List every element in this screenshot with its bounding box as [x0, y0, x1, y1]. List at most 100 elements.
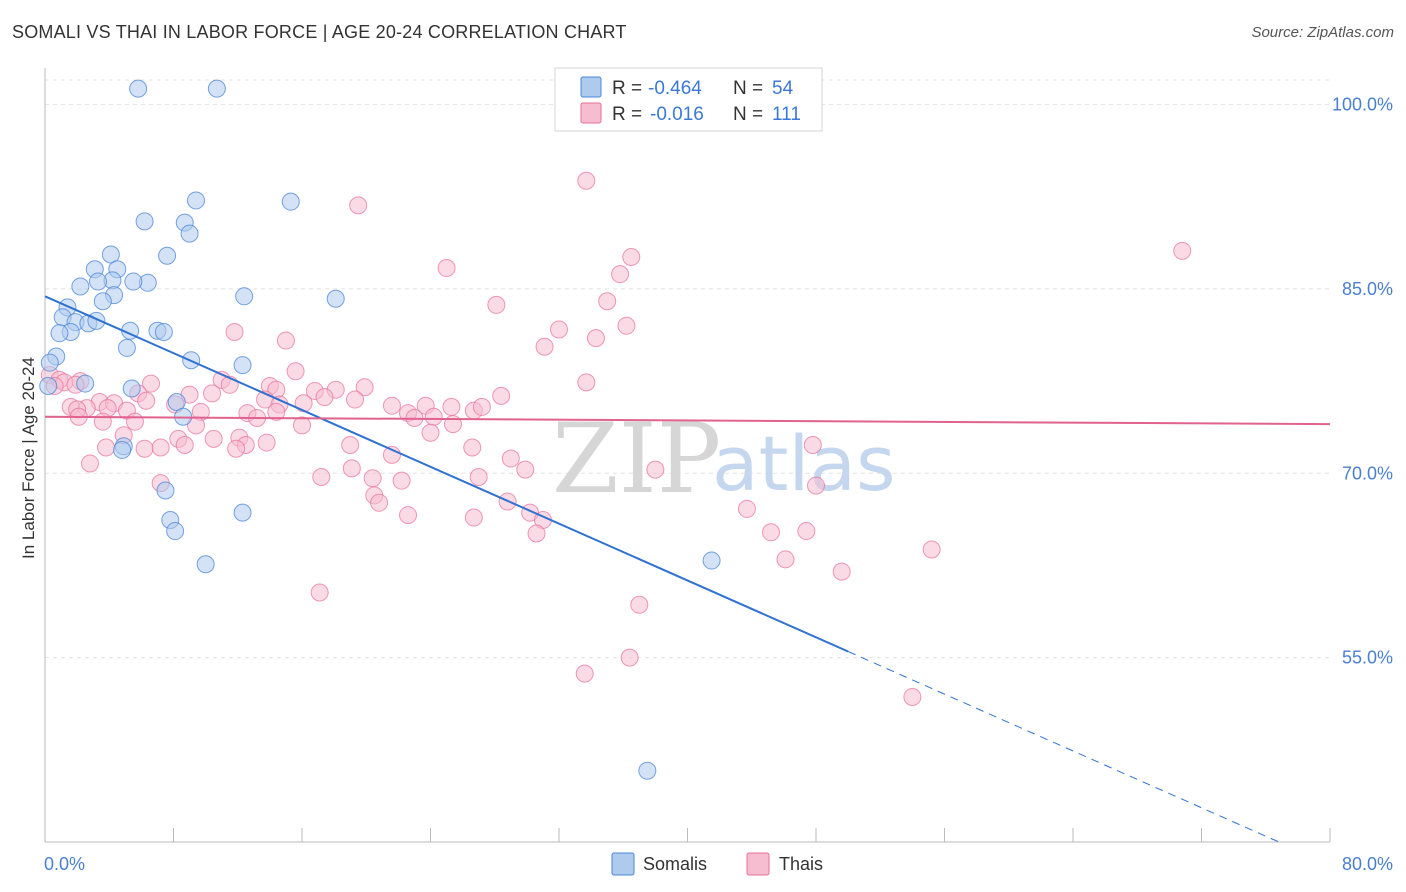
y-tick-labels: 55.0% 70.0% 85.0% 100.0% — [1332, 95, 1393, 668]
thai-point — [346, 390, 365, 409]
x-tick-label-max: 80.0% — [1342, 854, 1393, 874]
thai-point — [611, 265, 630, 284]
thai-point — [832, 562, 851, 581]
thai-point — [577, 171, 596, 190]
thai-point — [370, 493, 389, 512]
bottom-legend-thai-swatch — [746, 852, 770, 876]
watermark: ZIP atlas — [552, 403, 896, 515]
thai-point — [737, 499, 756, 518]
y-tick-label: 85.0% — [1342, 279, 1393, 299]
thai-point — [341, 436, 360, 455]
thai-point — [516, 460, 535, 479]
somali-point — [40, 353, 59, 372]
x-tick-label-min: 0.0% — [44, 854, 85, 874]
thai-point — [355, 378, 374, 397]
thai-point — [225, 322, 244, 341]
somali-point — [76, 374, 95, 393]
legend-thai-r-label: R = — [612, 104, 642, 125]
thai-point — [267, 402, 286, 421]
thai-point — [276, 331, 295, 350]
somali-point — [638, 761, 657, 780]
thai-point — [294, 394, 313, 413]
somali-point — [207, 79, 226, 98]
thai-points — [40, 79, 1192, 706]
thai-point — [469, 467, 488, 486]
somali-point — [39, 377, 58, 396]
somali-point — [93, 292, 112, 311]
thai-point — [142, 374, 161, 393]
somali-point — [196, 555, 215, 574]
thai-point — [463, 438, 482, 457]
somali-point — [186, 191, 205, 210]
thai-point — [762, 523, 781, 542]
thai-point — [617, 316, 636, 335]
thai-point — [776, 550, 795, 569]
legend-somali-swatch — [580, 76, 602, 98]
somali-point — [158, 246, 177, 265]
thai-point — [312, 467, 331, 486]
somali-point — [50, 324, 69, 343]
legend-thai-n-value: 111 — [772, 104, 801, 125]
y-tick-label: 70.0% — [1342, 463, 1393, 483]
y-axis-label: In Labor Force | Age 20-24 — [19, 357, 38, 559]
somali-point — [117, 338, 136, 357]
axes — [44, 68, 1331, 843]
thai-point — [151, 438, 170, 457]
thai-point — [442, 397, 461, 416]
thai-point — [125, 412, 144, 431]
thai-point — [464, 508, 483, 527]
watermark-atlas: atlas — [712, 419, 896, 508]
thai-point — [310, 583, 329, 602]
watermark-zip: ZIP — [552, 403, 721, 515]
thai-point — [527, 524, 546, 543]
somali-point — [122, 379, 141, 398]
thai-point — [922, 540, 941, 559]
thai-point — [437, 259, 456, 278]
somali-point — [154, 322, 173, 341]
thai-point — [227, 439, 246, 458]
somali-point — [166, 522, 185, 541]
thai-point — [399, 506, 418, 525]
thai-point — [1173, 241, 1192, 260]
bottom-legend-somali-label: Somalis — [643, 854, 707, 874]
somali-point — [89, 272, 108, 291]
thai-point — [97, 438, 116, 457]
y-tick-label: 100.0% — [1332, 95, 1393, 115]
somali-point — [326, 289, 345, 308]
thai-point — [424, 407, 443, 426]
somali-point — [233, 356, 252, 375]
thai-point — [349, 196, 368, 215]
thai-point — [598, 292, 617, 311]
thai-point — [487, 295, 506, 314]
somali-point — [281, 192, 300, 211]
thai-point — [315, 388, 334, 407]
thai-point — [903, 687, 922, 706]
y-tick-label: 55.0% — [1342, 648, 1393, 668]
legend-thai-r-value: -0.016 — [650, 104, 704, 125]
thai-point — [382, 396, 401, 415]
thai-point — [577, 373, 596, 392]
thai-point — [135, 439, 154, 458]
thai-point — [575, 664, 594, 683]
thai-point — [286, 362, 305, 381]
thai-point — [392, 471, 411, 490]
trend-lines — [44, 295, 1331, 844]
thai-point — [646, 460, 665, 479]
chart-title: SOMALI VS THAI IN LABOR FORCE | AGE 20-2… — [12, 22, 627, 42]
legend-somali-n-value: 54 — [772, 78, 794, 99]
somali-point — [71, 277, 90, 296]
somali-point — [129, 79, 148, 98]
legend-somali-r-label: R = — [612, 78, 642, 99]
thai-point — [620, 648, 639, 667]
thai-point — [550, 320, 568, 339]
somali-point — [235, 287, 254, 306]
thai-point — [535, 337, 554, 356]
somali-point — [702, 551, 721, 570]
series-legend: Somalis Thais — [611, 852, 823, 876]
thai-point — [803, 436, 822, 455]
thai-point — [807, 476, 825, 495]
thai-trend-line — [44, 415, 1331, 426]
thai-point — [204, 429, 223, 448]
somali-point — [135, 212, 154, 231]
thai-point — [492, 386, 511, 405]
